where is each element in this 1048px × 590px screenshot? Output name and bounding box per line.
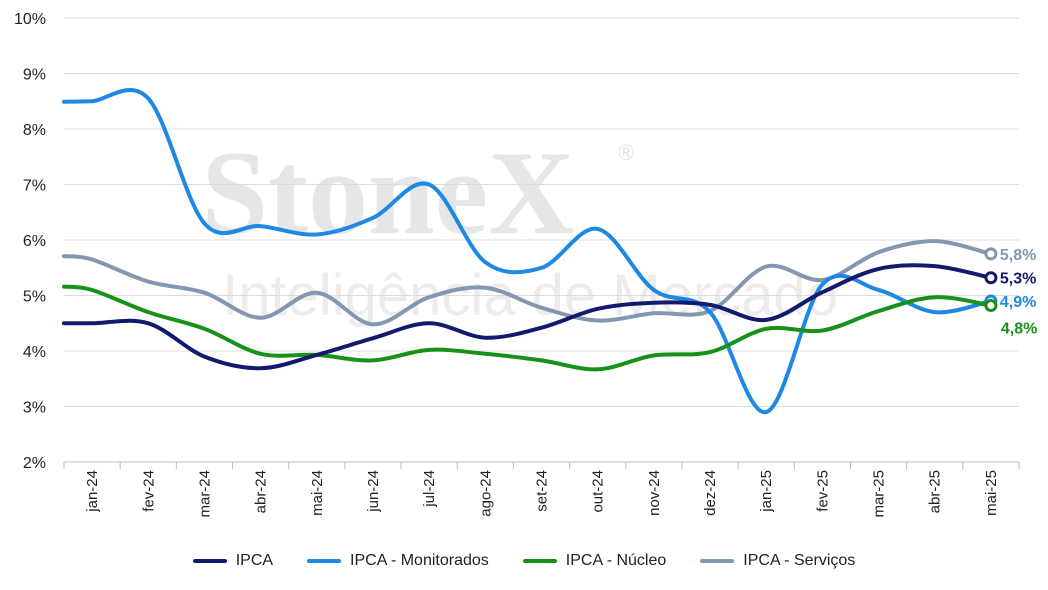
legend-item-nucleo[interactable]: IPCA - Núcleo [522,552,667,570]
series-end-label: 5,3% [1000,271,1036,288]
series-line [62,88,993,415]
x-tick-label: out-24 [590,470,607,513]
legend-label: IPCA - Núcleo [565,552,667,569]
x-tick-label: nov-24 [646,470,663,516]
series-end-label: 4,9% [1000,294,1036,311]
y-tick-label: 10% [14,11,46,28]
legend-item-ipca[interactable]: IPCA [192,552,274,570]
x-tick-label: fev-25 [814,470,831,512]
watermark-registered: ® [618,140,634,165]
watermark-brand: StoneX [201,126,574,259]
legend-label: IPCA [235,552,274,569]
series-endpoints: 5,3% 4,9% 4,8% 5,8% [984,247,1037,337]
y-axis: 2% 3% 4% 5% 6% 7% 8% 9% 10% [14,11,46,472]
x-tick-label: dez-24 [702,470,719,516]
x-tick-label: abr-25 [927,470,944,513]
series-end-marker [984,247,998,261]
series-lines [62,88,993,415]
series-end-label: 4,8% [1001,320,1037,337]
x-tick-label: mai-24 [309,470,326,516]
legend-swatch [700,559,735,563]
legend-swatch [522,559,557,563]
legend-label: IPCA - Serviços [743,552,856,569]
gridlines [64,17,1019,463]
x-tick-label: mar-24 [196,470,213,518]
legend-item-servicos[interactable]: IPCA - Serviços [700,552,855,570]
y-tick-label: 3% [23,400,46,417]
legend-swatch [192,559,227,563]
y-tick-label: 6% [23,233,46,250]
legend: IPCA IPCA - Monitorados IPCA - Núcleo IP… [0,552,1048,570]
x-axis: jan-24 fev-24 mar-24 abr-24 mai-24 jun-24 jul-… [63,462,1020,518]
y-tick-label: 4% [23,344,46,361]
y-tick-label: 5% [23,289,46,306]
x-tick-label: mai-25 [983,470,1000,516]
y-tick-label: 9% [23,67,46,84]
y-tick-label: 7% [23,178,46,195]
series-end-label: 5,8% [1000,247,1036,264]
series-line [62,263,993,371]
series-line [62,284,993,372]
y-tick-label: 8% [23,122,46,139]
y-tick-label: 2% [23,455,46,472]
series-end-marker [984,298,998,312]
x-tick-label: jun-24 [365,470,382,513]
x-tick-label: jan-24 [84,470,101,513]
legend-item-monitorados[interactable]: IPCA - Monitorados [307,552,489,570]
x-tick-label: ago-24 [477,470,494,517]
legend-label: IPCA - Monitorados [350,552,489,569]
x-tick-label: jan-25 [758,470,775,513]
x-tick-label: abr-24 [253,470,270,513]
legend-swatch [307,559,342,563]
x-tick-label: set-24 [534,470,551,512]
series-end-marker [984,271,998,285]
x-tick-label: fev-24 [140,470,157,512]
x-tick-label: jul-24 [421,470,438,508]
x-tick-label: mar-25 [871,470,888,518]
